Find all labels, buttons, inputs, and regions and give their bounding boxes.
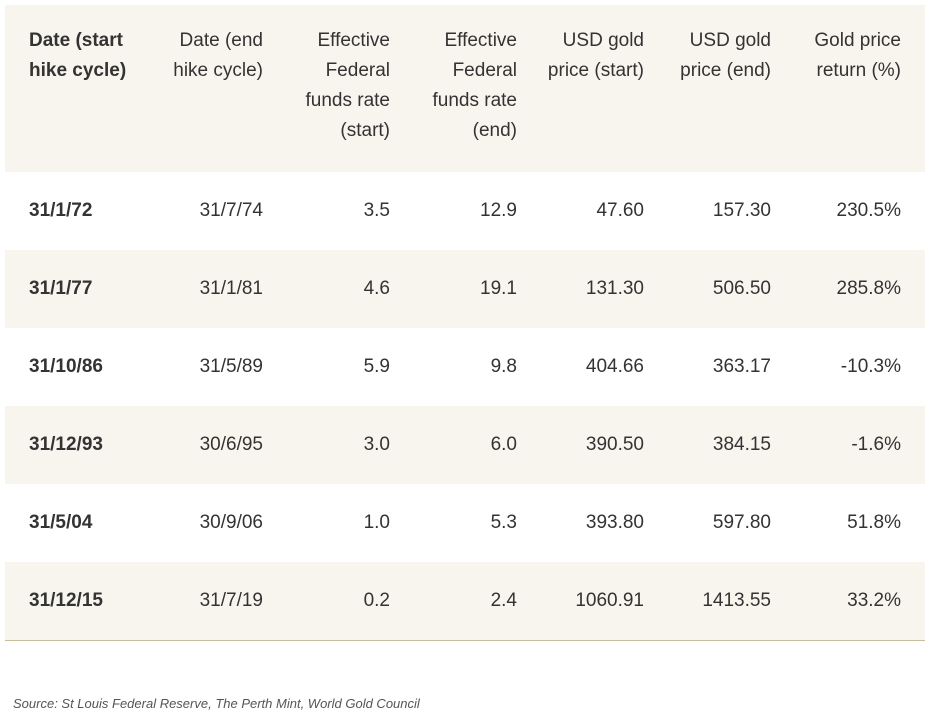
cell-date-end: 31/7/74 — [199, 200, 263, 221]
cell-gold-price-start: 393.80 — [585, 512, 644, 533]
table-header: Date (start hike cycle) Date (end hike c… — [5, 5, 925, 172]
cell-gold-price-end: 1413.55 — [648, 562, 775, 641]
cell-date-end: 30/9/06 — [199, 512, 263, 533]
header-fed-rate-end: Effective Federal funds rate (end) — [432, 30, 518, 141]
cell-gold-return: 33.2% — [775, 562, 925, 641]
cell-gold-price-start: 47.60 — [596, 200, 644, 221]
cell-date-start: 31/12/93 — [29, 434, 103, 455]
header-gold-price-end: USD gold price (end) — [680, 30, 771, 81]
cell-gold-price-start: 404.66 — [585, 356, 644, 377]
table-row: 31/1/72 31/7/74 3.5 12.9 47.60 157.30 23… — [5, 172, 925, 250]
cell-date-end: 31/5/89 — [199, 356, 263, 377]
cell-gold-return: 51.8% — [847, 512, 901, 533]
cell-fed-rate-end: 12.9 — [480, 200, 517, 221]
cell-date-start: 31/1/77 — [29, 278, 93, 299]
table-row: 31/10/86 31/5/89 5.9 9.8 404.66 363.17 -… — [5, 328, 925, 406]
header-row: Date (start hike cycle) Date (end hike c… — [5, 5, 925, 172]
cell-date-start: 31/1/72 — [29, 200, 93, 221]
cell-gold-price-start: 1060.91 — [521, 562, 648, 641]
gold-rate-hike-table: Date (start hike cycle) Date (end hike c… — [5, 5, 925, 641]
cell-fed-rate-end: 5.3 — [490, 512, 517, 533]
cell-fed-rate-start: 5.9 — [363, 356, 390, 377]
cell-gold-return: 230.5% — [836, 200, 901, 221]
cell-date-start: 31/5/04 — [29, 512, 93, 533]
cell-gold-price-end: 506.50 — [712, 278, 771, 299]
cell-gold-price-start: 131.30 — [585, 278, 644, 299]
cell-gold-price-end: 384.15 — [712, 434, 771, 455]
cell-fed-rate-start: 4.6 — [363, 278, 390, 299]
header-gold-price-start: USD gold price (start) — [547, 30, 644, 81]
cell-gold-price-end: 157.30 — [712, 200, 771, 221]
cell-fed-rate-start: 3.5 — [363, 200, 390, 221]
gold-rate-hike-table-container: Date (start hike cycle) Date (end hike c… — [5, 5, 925, 641]
table-body: 31/1/72 31/7/74 3.5 12.9 47.60 157.30 23… — [5, 172, 925, 641]
cell-fed-rate-end: 6.0 — [490, 434, 517, 455]
cell-gold-return: -10.3% — [840, 356, 901, 377]
cell-date-start: 31/10/86 — [29, 356, 103, 377]
source-note: Source: St Louis Federal Reserve, The Pe… — [13, 696, 420, 711]
header-date-end: Date (end hike cycle) — [173, 30, 263, 81]
cell-gold-return: 285.8% — [836, 278, 901, 299]
cell-gold-price-end: 363.17 — [712, 356, 771, 377]
table-row: 31/1/77 31/1/81 4.6 19.1 131.30 506.50 2… — [5, 250, 925, 328]
cell-fed-rate-start: 3.0 — [363, 434, 390, 455]
cell-fed-rate-end: 19.1 — [480, 278, 517, 299]
table-row: 31/5/04 30/9/06 1.0 5.3 393.80 597.80 51… — [5, 484, 925, 562]
cell-gold-price-end: 597.80 — [712, 512, 771, 533]
cell-gold-price-start: 390.50 — [585, 434, 644, 455]
cell-date-start: 31/12/15 — [5, 562, 149, 641]
table-row: 31/12/15 31/7/19 0.2 2.4 1060.91 1413.55… — [5, 562, 925, 641]
cell-fed-rate-start: 0.2 — [267, 562, 394, 641]
cell-fed-rate-end: 9.8 — [490, 356, 517, 377]
cell-fed-rate-start: 1.0 — [363, 512, 390, 533]
header-date-start: Date (start hike cycle) — [29, 30, 127, 81]
cell-date-end: 30/6/95 — [199, 434, 263, 455]
table-row: 31/12/93 30/6/95 3.0 6.0 390.50 384.15 -… — [5, 406, 925, 484]
cell-gold-return: -1.6% — [851, 434, 901, 455]
header-fed-rate-start: Effective Federal funds rate (start) — [305, 30, 391, 141]
header-gold-return: Gold price return (%) — [814, 30, 901, 81]
cell-fed-rate-end: 2.4 — [394, 562, 521, 641]
cell-date-end: 31/7/19 — [149, 562, 267, 641]
cell-date-end: 31/1/81 — [199, 278, 263, 299]
